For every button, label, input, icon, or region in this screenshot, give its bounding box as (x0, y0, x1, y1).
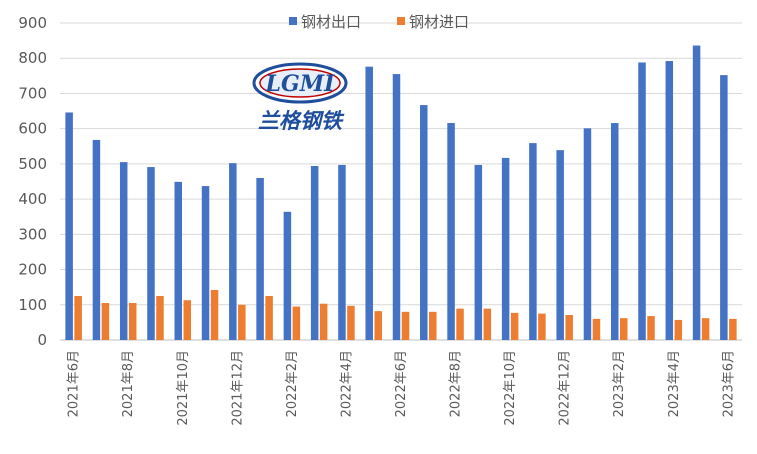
bar-import (456, 308, 464, 340)
x-tick-label: 2022年2月 (285, 350, 300, 417)
x-tick-label: 2022年8月 (449, 350, 464, 417)
y-tick-label: 800 (18, 49, 47, 67)
bar-export (501, 157, 510, 340)
bar-export (283, 211, 292, 340)
bar-import (674, 319, 683, 340)
bar-import (401, 311, 410, 340)
legend-label-import: 钢材进口 (409, 13, 469, 31)
y-tick-label: 700 (18, 84, 47, 102)
x-tick-label: 2023年4月 (667, 350, 682, 417)
bar-import (183, 300, 192, 340)
bar-import (74, 295, 82, 340)
axes: 0 100 200 300 400 500 600 700 800 900 2021年6月 2021年… (18, 14, 736, 426)
y-tick-label: 400 (18, 190, 47, 208)
bar-import (347, 305, 355, 340)
bar-export (638, 62, 646, 341)
bar-import (429, 311, 437, 340)
x-tick-label: 2022年12月 (558, 350, 573, 426)
bar-export (610, 123, 619, 340)
bar-export (256, 177, 264, 340)
y-tick-label: 0 (37, 331, 47, 349)
legend-label-export: 钢材出口 (301, 13, 361, 31)
bar-export (447, 123, 455, 340)
y-tick-label: 100 (18, 296, 47, 314)
y-tick-label: 500 (18, 155, 47, 173)
bar-export (310, 166, 319, 340)
x-tick-label: 2021年8月 (121, 350, 136, 417)
bar-export (392, 74, 401, 341)
bar-export (583, 128, 592, 340)
bar-import (701, 318, 710, 340)
y-tick-label: 300 (18, 225, 47, 243)
bar-import (319, 303, 328, 340)
bar-export (665, 61, 674, 340)
bar-export (365, 66, 373, 341)
legend-swatch-export (289, 17, 297, 25)
bar-import (292, 306, 301, 340)
bar-import (128, 303, 137, 340)
bar-export (229, 163, 237, 340)
bar-import (647, 316, 655, 340)
lgmi-logo: LGMI 兰格钢铁 (252, 62, 348, 133)
y-tick-label: 600 (18, 120, 47, 138)
bar-import (619, 318, 628, 340)
bar-export (556, 150, 564, 340)
bar-export (692, 45, 701, 340)
bar-import (374, 311, 382, 340)
bar-export (201, 186, 210, 340)
bar-import (510, 312, 519, 340)
bar-import (483, 308, 492, 340)
bar-import (565, 314, 573, 340)
x-tick-label: 2023年2月 (612, 350, 627, 417)
x-tick-label: 2022年6月 (394, 350, 409, 417)
bar-export (92, 139, 101, 340)
bar-export (174, 181, 183, 340)
bar-import (101, 303, 110, 340)
bar-import (729, 318, 737, 340)
x-tick-label: 2022年10月 (503, 350, 518, 426)
bar-export (720, 75, 728, 340)
bar-export (119, 162, 128, 340)
x-tick-label: 2021年10月 (176, 350, 191, 426)
x-tick-label: 2023年6月 (721, 350, 736, 417)
y-tick-label: 200 (18, 261, 47, 279)
bar-export (474, 164, 483, 340)
bars (65, 45, 737, 341)
bar-export (65, 112, 73, 340)
logo-name-text: 兰格钢铁 (258, 108, 345, 133)
bar-import (592, 318, 601, 340)
bar-export (147, 167, 155, 340)
bar-import (156, 295, 164, 340)
x-tick-label: 2021年6月 (67, 350, 82, 417)
bar-export (529, 143, 537, 340)
gridlines (60, 22, 742, 341)
legend-swatch-import (397, 17, 405, 25)
bar-export (338, 164, 346, 340)
y-tick-label: 900 (18, 14, 47, 32)
bar-import (265, 295, 273, 340)
bar-export (420, 105, 428, 340)
bar-import (538, 313, 546, 340)
logo-brand-text: LGMI (265, 71, 336, 97)
x-tick-label: 2021年12月 (230, 350, 245, 426)
x-tick-label: 2022年4月 (339, 350, 354, 417)
bar-import (210, 289, 219, 340)
legend: 钢材出口 钢材进口 (289, 13, 469, 31)
bar-import (238, 304, 246, 340)
